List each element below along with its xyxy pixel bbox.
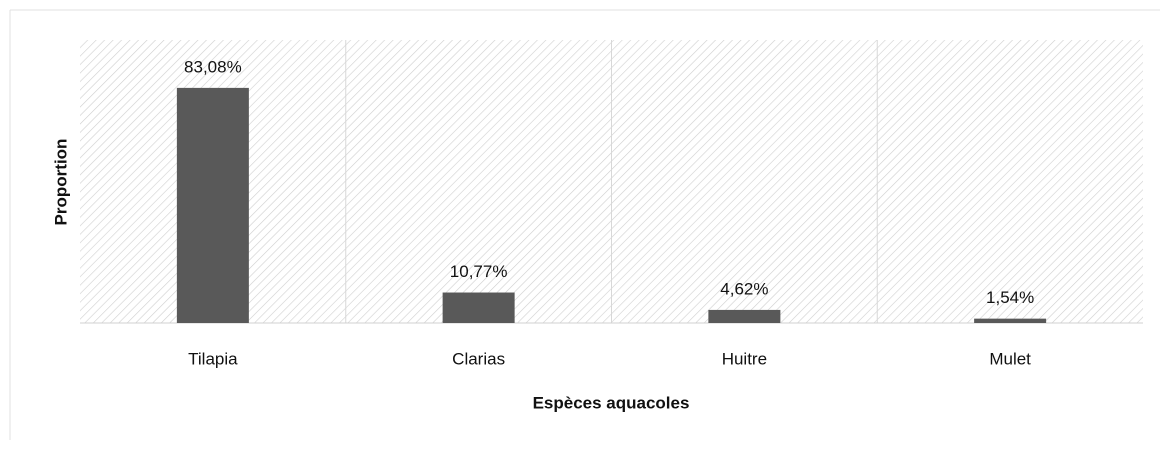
data-label: 1,54%	[986, 288, 1034, 307]
x-tick-label: Mulet	[989, 349, 1031, 368]
data-label: 83,08%	[184, 57, 242, 76]
bar	[442, 292, 515, 323]
bar	[176, 87, 249, 323]
x-tick-label: Huitre	[722, 349, 767, 368]
x-axis-title: Espèces aquacoles	[533, 393, 690, 412]
x-tick-label: Clarias	[452, 349, 505, 368]
bar	[708, 309, 781, 323]
data-label: 4,62%	[720, 279, 768, 298]
bar	[974, 318, 1047, 323]
data-label: 10,77%	[450, 262, 508, 281]
y-axis-title: Proportion	[51, 139, 70, 226]
x-tick-label: Tilapia	[188, 349, 238, 368]
